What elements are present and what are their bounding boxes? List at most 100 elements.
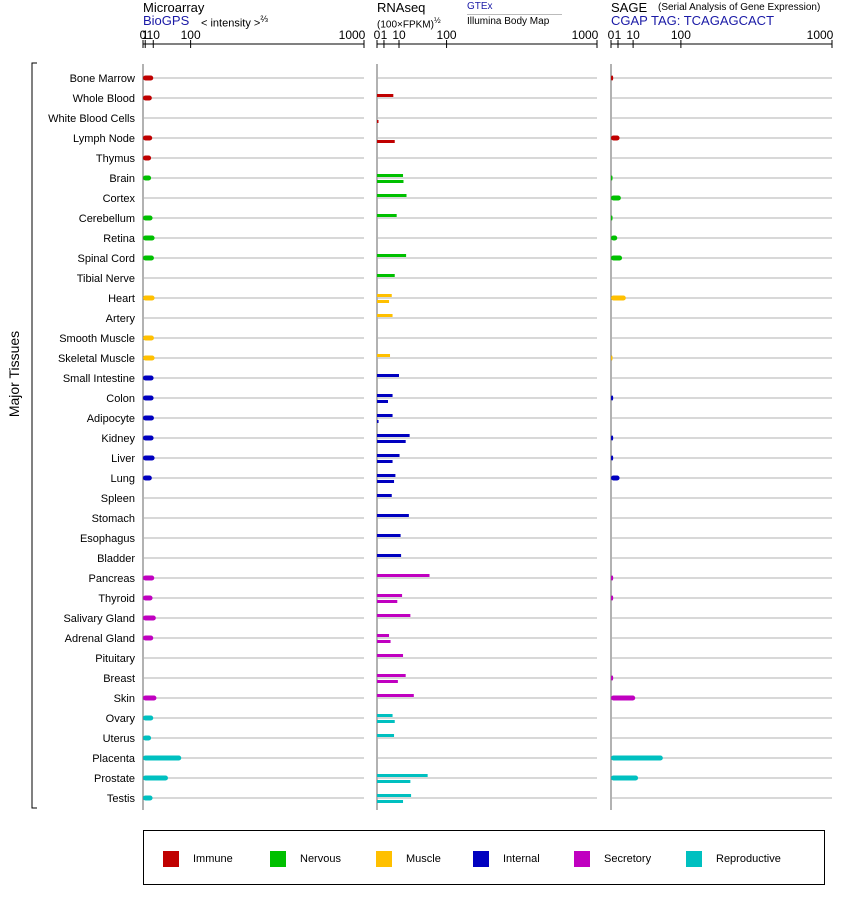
microarray-bar bbox=[143, 635, 154, 641]
sage-bar bbox=[611, 435, 614, 441]
tissue-label: Stomach bbox=[92, 513, 135, 525]
gtex-bar bbox=[377, 214, 397, 217]
microarray-bar bbox=[143, 395, 154, 401]
ibm-bar bbox=[377, 780, 411, 783]
tissue-label: Kidney bbox=[101, 433, 135, 445]
microarray-bar bbox=[143, 575, 155, 581]
microarray-bar bbox=[143, 775, 168, 781]
sage-bar bbox=[611, 135, 620, 141]
microarray-bar bbox=[143, 455, 155, 461]
microarray-bar bbox=[143, 95, 152, 101]
tissue-label: Salivary Gland bbox=[63, 613, 135, 625]
tissue-label: Liver bbox=[111, 453, 135, 465]
microarray-bar bbox=[143, 615, 156, 621]
microarray-bar bbox=[143, 735, 152, 741]
microarray-bar bbox=[143, 255, 154, 261]
microarray-bar bbox=[143, 335, 154, 341]
sage-tick-label: 100 bbox=[671, 28, 691, 42]
sage-bar bbox=[611, 475, 620, 481]
tissue-label: Cortex bbox=[103, 193, 136, 205]
gtex-bar bbox=[377, 174, 404, 177]
sage-tick-label: 0 bbox=[608, 28, 615, 42]
gtex-bar bbox=[377, 794, 412, 797]
tissue-label: Pituitary bbox=[95, 653, 135, 665]
gtex-bar bbox=[377, 374, 399, 377]
ibm-bar bbox=[377, 680, 398, 683]
microarray-tick-label: 1000 bbox=[339, 28, 366, 42]
legend-label-internal: Internal bbox=[503, 853, 540, 865]
tissue-label: Adipocyte bbox=[87, 413, 135, 425]
rnaseq-title: RNAseq bbox=[377, 0, 426, 15]
gtex-bar bbox=[377, 714, 393, 717]
tissue-label: Tibial Nerve bbox=[77, 273, 135, 285]
legend-item-muscle: Muscle bbox=[376, 851, 441, 867]
microarray-bar bbox=[143, 215, 153, 221]
sage-bar bbox=[611, 455, 614, 461]
tissue-label: Thyroid bbox=[98, 593, 135, 605]
microarray-bar bbox=[143, 795, 153, 801]
rnaseq-tick-label: 1 bbox=[381, 28, 388, 42]
microarray-bar bbox=[143, 235, 155, 241]
microarray-bar bbox=[143, 415, 154, 421]
tissue-label: Lymph Node bbox=[73, 133, 135, 145]
sage-tick-label: 1000 bbox=[807, 28, 834, 42]
microarray-bar bbox=[143, 295, 155, 301]
gtex-bar bbox=[377, 314, 393, 317]
gtex-bar bbox=[377, 574, 430, 577]
legend-item-secretory: Secretory bbox=[574, 851, 651, 867]
microarray-bar bbox=[143, 755, 182, 761]
ibm-bar bbox=[377, 440, 406, 443]
illumina-source: Illumina Body Map bbox=[467, 16, 550, 27]
legend-swatch-nervous bbox=[270, 851, 286, 867]
microarray-tick-label: 10 bbox=[147, 28, 161, 42]
sage-bar bbox=[611, 195, 621, 201]
legend-label-reproductive: Reproductive bbox=[716, 853, 781, 865]
sage-bar bbox=[611, 175, 613, 181]
tissue-label: Brain bbox=[109, 173, 135, 185]
tissue-label: Whole Blood bbox=[73, 93, 135, 105]
tissue-label: Thymus bbox=[96, 153, 136, 165]
microarray-title: Microarray bbox=[143, 0, 205, 15]
tissue-label: Placenta bbox=[92, 753, 136, 765]
gtex-bar bbox=[377, 694, 414, 697]
sage-tick-label: 1 bbox=[615, 28, 622, 42]
sage-bar bbox=[611, 595, 614, 601]
sage-bar bbox=[611, 255, 623, 261]
sage-bar bbox=[611, 695, 636, 701]
gtex-bar bbox=[377, 734, 395, 737]
legend-item-reproductive: Reproductive bbox=[686, 851, 781, 867]
ibm-bar bbox=[377, 480, 395, 483]
ibm-bar bbox=[377, 600, 398, 603]
tissue-bracket bbox=[31, 62, 37, 809]
legend-item-immune: Immune bbox=[163, 851, 233, 867]
sage-tick-label: 10 bbox=[626, 28, 640, 42]
biogps-source: BioGPS bbox=[143, 13, 190, 28]
tissue-label: Bone Marrow bbox=[70, 73, 135, 85]
gtex-bar bbox=[377, 194, 407, 197]
gtex-bar bbox=[377, 294, 392, 297]
tissue-label: Spleen bbox=[101, 493, 135, 505]
rnaseq-scale-exp: ½ bbox=[433, 16, 441, 25]
gtex-bar bbox=[377, 654, 404, 657]
gtex-bar bbox=[377, 474, 396, 477]
microarray-tick-label: 0 bbox=[140, 28, 147, 42]
microarray-tick-label: 100 bbox=[181, 28, 201, 42]
microarray-bar bbox=[143, 715, 154, 721]
tissue-label: Lung bbox=[111, 473, 135, 485]
microarray-tick-label: 1 bbox=[142, 28, 149, 42]
sage-bar bbox=[611, 675, 614, 681]
tissue-label: Skin bbox=[114, 693, 135, 705]
sage-bar bbox=[611, 395, 614, 401]
tissue-label: Skeletal Muscle bbox=[58, 353, 135, 365]
tissue-label: Small Intestine bbox=[63, 373, 135, 385]
microarray-bar bbox=[143, 155, 152, 161]
tissue-label: Prostate bbox=[94, 773, 135, 785]
tissue-label: Breast bbox=[103, 673, 135, 685]
ibm-bar bbox=[377, 300, 390, 303]
gtex-bar bbox=[377, 774, 428, 777]
gtex-bar bbox=[377, 514, 409, 517]
legend-label-secretory: Secretory bbox=[604, 853, 652, 865]
ibm-bar bbox=[377, 800, 404, 803]
gtex-bar bbox=[377, 274, 395, 277]
